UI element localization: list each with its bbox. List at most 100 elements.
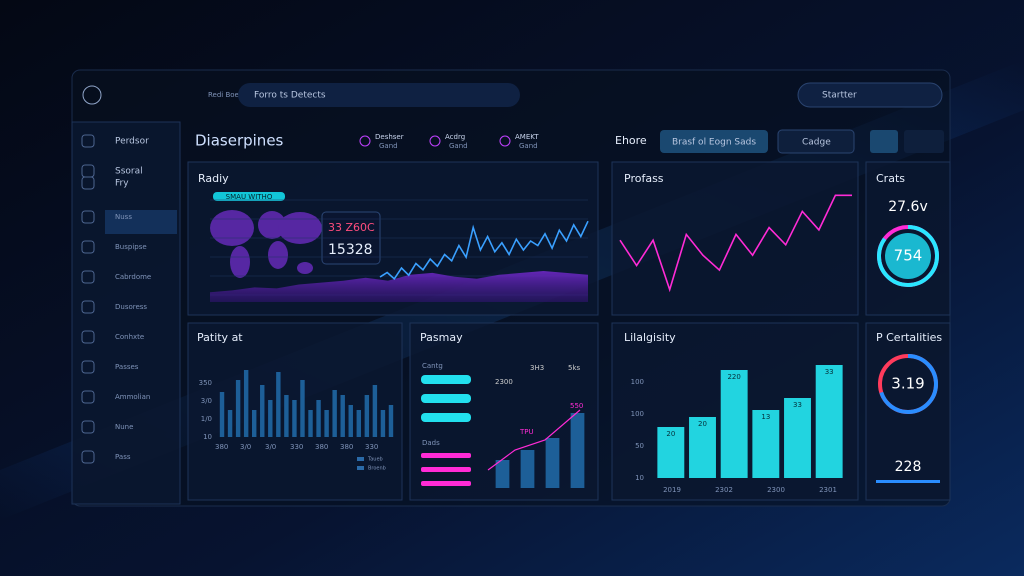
bar-tag: 33 [793,401,802,409]
user-box[interactable] [797,82,943,108]
bar-tag: 220 [727,373,740,381]
bar [388,405,394,437]
bar [340,395,345,437]
y-tick-label: 1/0 [201,415,212,423]
x-tick-label: 380 [315,443,328,451]
x-tick-label: 330 [365,443,378,451]
sidebar-item: Dusoress [115,303,147,311]
panel [611,161,859,316]
bar [300,380,305,437]
search-box[interactable] [238,83,520,107]
bar [276,372,281,437]
sidebar-icon [81,420,95,434]
gauge-arc [878,354,938,414]
bar [689,417,716,478]
sidebar-icon [81,240,95,254]
sidebar [71,121,181,505]
gauge-label: 754 [894,247,923,265]
bar [520,450,535,488]
stat-card-value: 15328 [328,242,373,258]
line [619,194,852,293]
sidebar-icon [81,450,95,464]
sidebar-icon [81,176,95,190]
bar [372,385,378,437]
legend-swatch [357,466,364,470]
x-tick-label: 380 [340,443,353,451]
sidebar-item: Ssoral [115,167,143,177]
y-tick-label: 50 [635,442,644,450]
bar [815,365,843,478]
underline [876,480,940,483]
bar [332,390,337,437]
sidebar-item: Conhxte [115,333,144,341]
sidebar-item: Pass [115,453,131,461]
bar-tag: 20 [698,420,707,428]
bar [356,410,362,437]
panel-title: Pasmay [420,331,463,344]
sidebar-icon [81,390,95,404]
tab-icon [429,135,441,147]
panel-title: Patity at [197,331,243,344]
tab-icon [359,135,371,147]
gauge-label: 3.19 [891,375,924,393]
chart-label: 550 [570,402,583,410]
chart-label: 3H3 [530,364,544,372]
sidebar-item: Ammolian [115,393,150,401]
sidebar-items: Perdsor Ssoral Fry Nuss Buspipse Cabrdome Duso… [81,134,151,464]
sidebar-item: Cabrdome [115,273,151,281]
sidebar-item: Passes [115,363,139,371]
bar [364,395,370,437]
legend-swatch [357,457,364,461]
bar [495,460,510,488]
x-tick-label: 3/0 [240,443,251,451]
x-tick-label: 380 [215,443,228,451]
y-tick-label: 3/0 [201,397,212,405]
x-tick-label: 2019 [663,486,681,494]
badge [213,192,285,201]
panel-title: Crats [876,172,905,185]
panel-title: P Certalities [876,331,942,344]
panel-title: Lilalgisity [624,331,676,344]
tab-label: AMEKT [515,133,539,141]
group-label: Dads [422,439,440,447]
x-tick-label: 2302 [715,486,733,494]
area [210,271,588,302]
dropdown[interactable] [777,129,855,154]
view-button[interactable] [904,130,944,153]
chart-label: 2300 [495,378,513,386]
tab-label: Acdrg [445,133,465,141]
sidebar-item: Buspipse [115,243,147,251]
bar [570,413,585,488]
trend-line [487,409,581,471]
group-label: Cantg [422,362,443,370]
view-button[interactable] [870,130,898,153]
bar [243,370,249,437]
panel-title: Radiy [198,172,229,185]
bar [316,400,321,437]
sidebar-icon [81,134,95,148]
search-text: Forro ts Detects [254,91,326,101]
bar [752,410,780,478]
section-title: Ehore [615,134,647,147]
bar-tag: 13 [761,413,770,421]
sidebar-icon [81,330,95,344]
gauge-fill [885,233,931,279]
tab-icon [499,135,511,147]
bar [219,392,225,437]
bar [292,400,297,437]
line [379,220,589,281]
action-button[interactable] [660,130,768,153]
bar [251,410,257,437]
x-tick-label: 3/0 [265,443,276,451]
sidebar-icon [81,270,95,284]
y-tick-label: 10 [635,474,644,482]
bar [720,370,748,478]
bar [260,385,265,437]
user-name: Startter [822,91,857,101]
bar [308,410,313,437]
tab-label: Deshser [375,133,404,141]
x-tick-label: 330 [290,443,303,451]
stat-card-label: 33 Z60C [328,221,375,234]
